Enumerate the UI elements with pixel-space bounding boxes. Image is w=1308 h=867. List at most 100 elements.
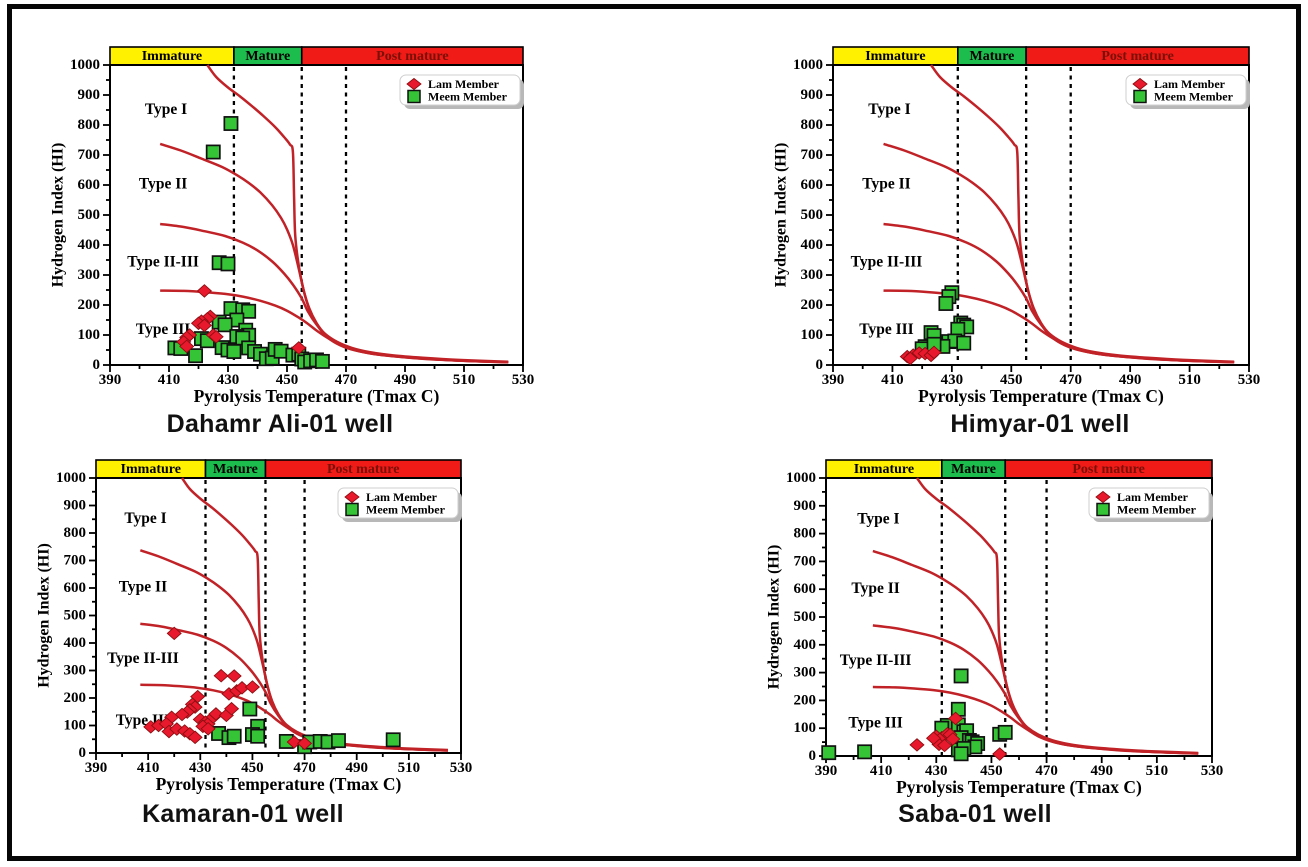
panel-title-saba: Saba-01 well: [898, 800, 1052, 828]
zone-label: Immature: [854, 462, 914, 477]
zone-label: Immature: [865, 49, 925, 64]
zone-label: Immature: [121, 462, 181, 477]
y-tick-label: 1000: [70, 57, 100, 73]
data-point-meem: [314, 353, 330, 369]
series-lam-member: [899, 345, 942, 366]
x-tick-label: 490: [394, 372, 417, 388]
x-tick-label: 410: [137, 760, 160, 776]
curve-label: Type II: [862, 176, 910, 193]
data-point-meem: [956, 335, 972, 351]
zone-label: Post mature: [1101, 49, 1173, 64]
y-tick-label: 1000: [793, 57, 823, 73]
series-lam-member: [176, 284, 307, 355]
y-tick-label: 500: [801, 207, 824, 223]
panel-himyar-01-well: Immature Mature Post mature 390 410 430 450 470…: [773, 46, 1261, 406]
legend-meem-label: Meem Member: [1117, 503, 1197, 517]
y-tick-label: 700: [78, 147, 101, 163]
maturity-bar: Immature Mature Post mature: [825, 459, 1213, 479]
data-point-lam: [196, 318, 212, 333]
y-tick-label: 400: [78, 237, 101, 253]
y-axis-label: Hydrogen Index (HI): [36, 543, 53, 688]
data-point-meem: [241, 303, 257, 319]
y-tick-label: 200: [78, 297, 101, 313]
x-tick-label: 450: [980, 763, 1003, 779]
data-point-meem: [188, 348, 203, 364]
x-tick-label: 410: [158, 372, 181, 388]
panel-title-dahamr-ali: Dahamr Ali-01 well: [166, 410, 394, 438]
data-point-lam: [208, 329, 224, 344]
panel-kamaran-01-well: Immature Mature Post mature 390 410 430 450 470…: [36, 459, 473, 794]
y-tick-label: 700: [801, 147, 824, 163]
x-tick-label: 430: [189, 760, 212, 776]
y-axis-label: Hydrogen Index (HI): [773, 143, 790, 288]
data-point-lam: [291, 341, 307, 355]
zone-label: Post mature: [1072, 462, 1144, 477]
x-tick-label: 490: [1090, 763, 1113, 779]
x-tick-label: 470: [1059, 372, 1082, 388]
y-tick-label: 1000: [786, 470, 816, 486]
y-tick-label: 0: [816, 357, 824, 373]
y-tick-label: 500: [794, 609, 817, 625]
axis-ticks: [826, 64, 1250, 372]
legend-meem-icon: [407, 89, 421, 104]
kerogen-curve-type-iii: [872, 685, 1199, 755]
kerogen-curve-type-iii: [160, 289, 509, 364]
y-tick-label: 700: [794, 553, 817, 569]
data-point-meem: [250, 728, 266, 744]
curve-label: Type II: [851, 580, 899, 597]
curve-label: Type I: [145, 101, 187, 118]
x-axis-label: Pyrolysis Temperature (Tmax C): [918, 386, 1164, 406]
data-point-meem: [220, 256, 236, 272]
data-point-lam: [286, 735, 302, 749]
legend-lam-label: Lam Member: [366, 490, 438, 504]
y-tick-label: 100: [794, 720, 817, 736]
plot-box: [95, 477, 462, 754]
maturity-bar: Immature Mature Post mature: [109, 46, 524, 66]
y-tick-label: 700: [64, 553, 87, 569]
zone-label: Mature: [245, 49, 290, 64]
axis-ticks: [89, 477, 462, 760]
x-tick-label: 530: [450, 760, 473, 776]
data-point-meem: [223, 116, 239, 131]
plot-box: [825, 477, 1213, 757]
curve-label: Type II-III: [840, 652, 912, 669]
plot-box: [109, 64, 524, 366]
zone-label: Mature: [970, 49, 1015, 64]
x-tick-label: 530: [1238, 372, 1261, 388]
data-point-lam: [909, 738, 925, 752]
curve-label: Type I: [124, 510, 166, 527]
data-point-meem: [997, 724, 1013, 740]
series-lam-member: [909, 711, 1008, 761]
x-tick-label: 490: [1119, 372, 1142, 388]
x-tick-label: 390: [85, 760, 108, 776]
y-tick-label: 300: [801, 267, 824, 283]
axis-ticks: [819, 477, 1213, 763]
y-axis-label: Hydrogen Index (HI): [766, 545, 783, 690]
y-tick-label: 300: [64, 663, 87, 679]
y-tick-label: 200: [801, 297, 824, 313]
y-tick-label: 500: [64, 608, 87, 624]
curve-label: Type II-III: [851, 254, 923, 271]
curve-label: Type I: [868, 101, 910, 118]
legend-box: [1125, 74, 1247, 106]
y-tick-label: 600: [64, 580, 87, 596]
x-axis-label: Pyrolysis Temperature (Tmax C): [194, 386, 440, 406]
data-point-lam: [945, 732, 961, 746]
y-tick-label: 200: [64, 690, 87, 706]
x-tick-label: 510: [1146, 763, 1169, 779]
maturity-bar: Immature Mature Post mature: [832, 46, 1250, 66]
legend-lam-label: Lam Member: [428, 77, 500, 91]
data-point-lam: [992, 747, 1008, 761]
zone-label: Immature: [142, 49, 202, 64]
data-point-meem: [821, 745, 837, 761]
curve-label: Type II-III: [107, 650, 179, 667]
x-tick-label: 410: [881, 372, 904, 388]
y-tick-label: 600: [78, 177, 101, 193]
y-tick-label: 600: [801, 177, 824, 193]
x-tick-label: 430: [941, 372, 964, 388]
y-tick-label: 500: [78, 207, 101, 223]
x-tick-label: 510: [1178, 372, 1201, 388]
y-tick-label: 400: [794, 637, 817, 653]
